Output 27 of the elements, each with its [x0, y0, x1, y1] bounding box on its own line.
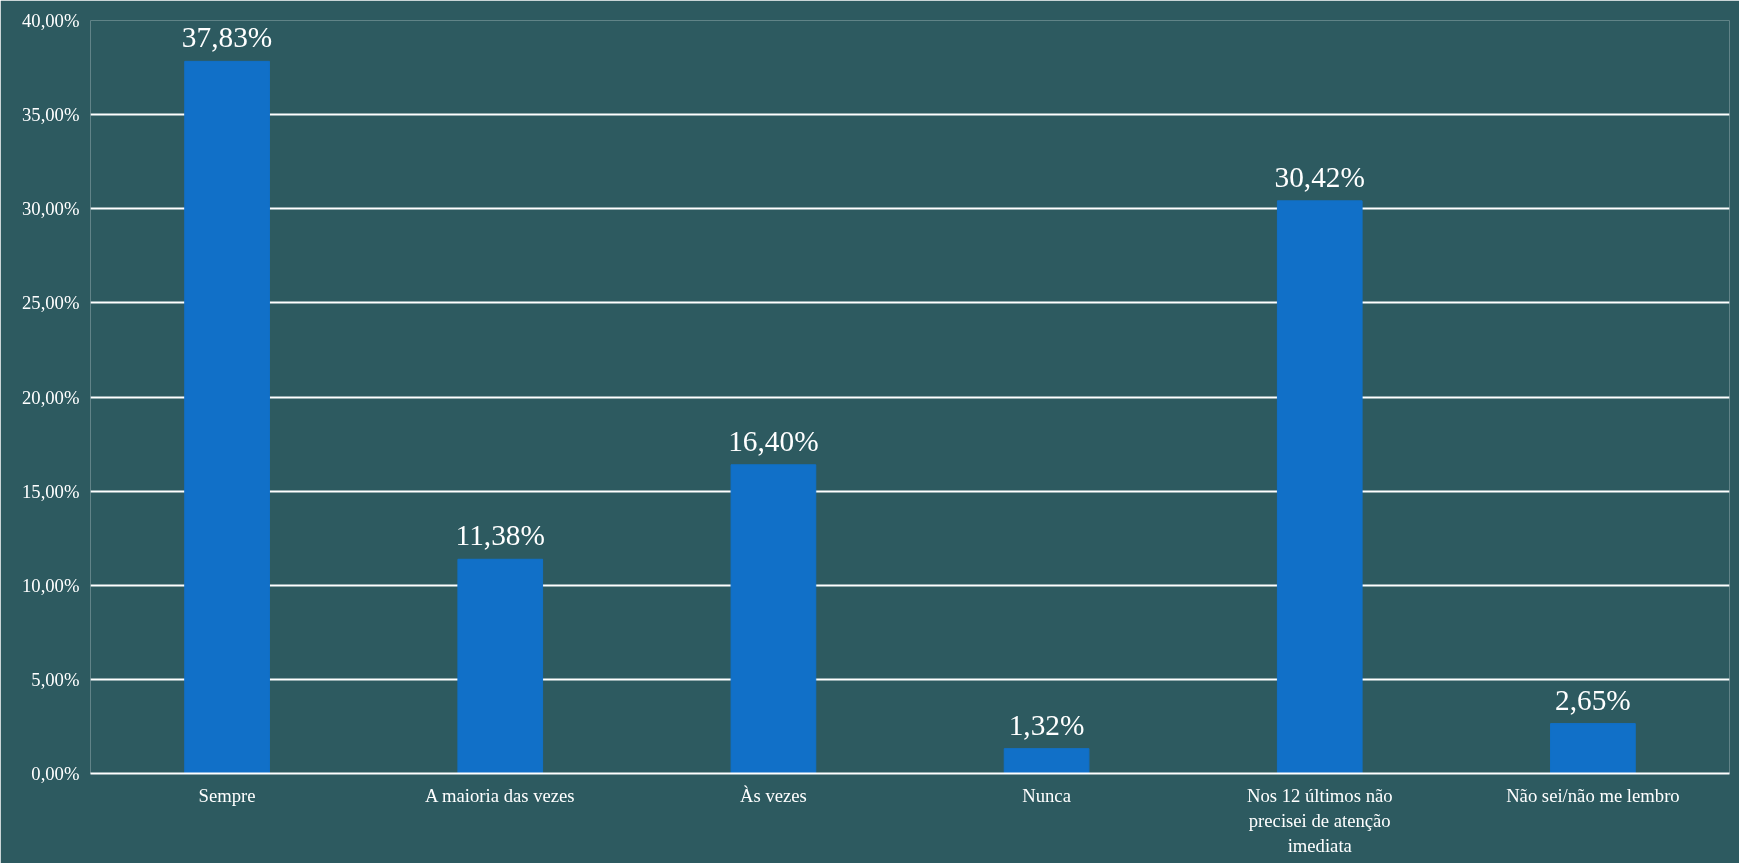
x-tick-label: Sempre — [198, 784, 256, 806]
y-tick-label: 20,00% — [21, 386, 80, 408]
x-tick-label: Às vezes — [740, 784, 807, 806]
x-tick-label: Nunca — [1022, 784, 1072, 806]
y-tick-label: 25,00% — [21, 292, 80, 314]
bar — [1550, 723, 1636, 774]
x-tick-label: Não sei/não me lembro — [1506, 784, 1680, 806]
y-tick-label: 10,00% — [21, 574, 80, 596]
data-label: 1,32% — [1008, 708, 1085, 741]
data-label: 30,42% — [1274, 160, 1365, 193]
x-tick-label: A maioria das vezes — [424, 784, 575, 806]
bar — [1276, 200, 1363, 774]
bar — [1003, 748, 1090, 774]
data-label: 2,65% — [1555, 683, 1631, 716]
y-tick-label: 30,00% — [21, 198, 80, 220]
bar — [730, 464, 817, 774]
data-label: 11,38% — [455, 519, 545, 552]
data-label: 16,40% — [728, 424, 819, 457]
y-tick-label: 35,00% — [21, 104, 80, 126]
data-label: 37,83% — [181, 21, 273, 54]
x-tick-label: Nos 12 últimos não precisei de atenção imediata — [1246, 784, 1393, 856]
bar — [457, 558, 544, 774]
y-tick-label: 15,00% — [21, 480, 80, 502]
y-tick-label: 5,00% — [31, 668, 80, 690]
y-tick-label: 0,00% — [31, 763, 80, 784]
y-tick-label: 40,00% — [21, 10, 80, 31]
bar — [184, 60, 270, 774]
